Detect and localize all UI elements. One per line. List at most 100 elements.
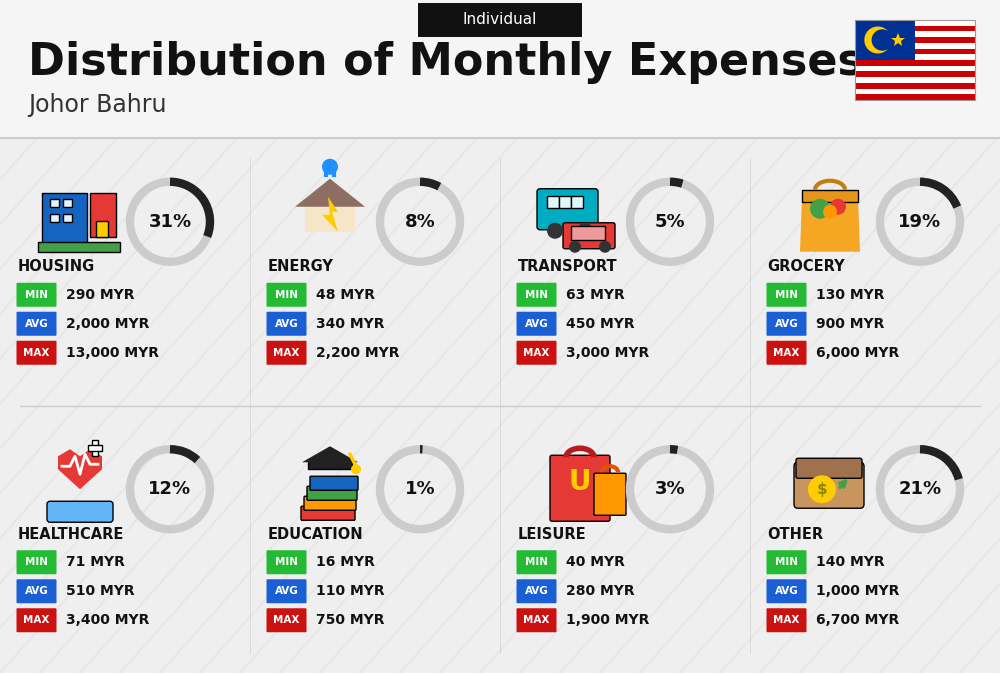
- Text: 1,900 MYR: 1,900 MYR: [566, 613, 649, 627]
- Circle shape: [577, 223, 593, 239]
- FancyBboxPatch shape: [307, 487, 357, 500]
- FancyBboxPatch shape: [855, 89, 975, 94]
- Text: AVG: AVG: [525, 586, 548, 596]
- FancyBboxPatch shape: [516, 551, 556, 574]
- Polygon shape: [800, 197, 860, 252]
- Text: 12%: 12%: [148, 481, 192, 498]
- Text: AVG: AVG: [775, 319, 798, 328]
- Text: MAX: MAX: [23, 348, 50, 358]
- FancyBboxPatch shape: [794, 462, 864, 508]
- Text: MIN: MIN: [525, 290, 548, 299]
- FancyBboxPatch shape: [855, 71, 975, 77]
- FancyBboxPatch shape: [47, 501, 113, 522]
- Text: 3,000 MYR: 3,000 MYR: [566, 346, 649, 360]
- Text: MAX: MAX: [273, 615, 300, 625]
- Circle shape: [810, 199, 830, 219]
- Text: 1%: 1%: [405, 481, 435, 498]
- Text: 21%: 21%: [898, 481, 942, 498]
- FancyBboxPatch shape: [855, 94, 975, 100]
- Polygon shape: [302, 446, 358, 462]
- Text: AVG: AVG: [525, 319, 548, 328]
- FancyBboxPatch shape: [767, 283, 806, 307]
- FancyBboxPatch shape: [855, 48, 975, 55]
- FancyBboxPatch shape: [537, 188, 598, 229]
- Polygon shape: [295, 179, 365, 207]
- FancyBboxPatch shape: [38, 242, 120, 252]
- Text: 750 MYR: 750 MYR: [316, 613, 384, 627]
- Text: AVG: AVG: [25, 586, 48, 596]
- Text: 3,400 MYR: 3,400 MYR: [66, 613, 149, 627]
- Text: $: $: [817, 482, 827, 497]
- Polygon shape: [295, 179, 365, 232]
- FancyBboxPatch shape: [559, 196, 571, 208]
- FancyBboxPatch shape: [0, 0, 1000, 138]
- FancyBboxPatch shape: [516, 608, 556, 632]
- FancyBboxPatch shape: [16, 341, 56, 365]
- FancyBboxPatch shape: [855, 77, 975, 83]
- Circle shape: [547, 223, 563, 239]
- FancyBboxPatch shape: [855, 83, 975, 89]
- Text: MIN: MIN: [25, 557, 48, 567]
- Circle shape: [322, 159, 338, 175]
- FancyBboxPatch shape: [266, 608, 306, 632]
- Text: 130 MYR: 130 MYR: [816, 288, 884, 302]
- Text: EDUCATION: EDUCATION: [268, 527, 363, 542]
- FancyBboxPatch shape: [767, 312, 806, 336]
- FancyBboxPatch shape: [767, 608, 806, 632]
- Text: TRANSPORT: TRANSPORT: [518, 259, 617, 275]
- Text: AVG: AVG: [275, 586, 298, 596]
- Text: MIN: MIN: [525, 557, 548, 567]
- Text: 2,200 MYR: 2,200 MYR: [316, 346, 399, 360]
- FancyBboxPatch shape: [855, 60, 975, 66]
- Text: 510 MYR: 510 MYR: [66, 584, 134, 598]
- Text: 48 MYR: 48 MYR: [316, 288, 374, 302]
- Text: AVG: AVG: [275, 319, 298, 328]
- Circle shape: [865, 27, 891, 52]
- FancyBboxPatch shape: [516, 283, 556, 307]
- FancyBboxPatch shape: [63, 214, 72, 221]
- Text: Individual: Individual: [463, 13, 537, 28]
- Text: MIN: MIN: [275, 290, 298, 299]
- Text: MIN: MIN: [775, 290, 798, 299]
- FancyBboxPatch shape: [42, 192, 87, 245]
- Text: MAX: MAX: [773, 348, 800, 358]
- Text: 340 MYR: 340 MYR: [316, 317, 384, 330]
- Text: MIN: MIN: [25, 290, 48, 299]
- FancyBboxPatch shape: [16, 551, 56, 574]
- FancyBboxPatch shape: [855, 20, 915, 60]
- Text: 140 MYR: 140 MYR: [816, 555, 884, 569]
- FancyBboxPatch shape: [301, 506, 355, 520]
- Text: 6,700 MYR: 6,700 MYR: [816, 613, 899, 627]
- Circle shape: [351, 464, 361, 474]
- Text: 450 MYR: 450 MYR: [566, 317, 634, 330]
- FancyBboxPatch shape: [88, 446, 102, 452]
- FancyBboxPatch shape: [50, 214, 59, 221]
- Text: MAX: MAX: [523, 348, 550, 358]
- Text: LEISURE: LEISURE: [518, 527, 586, 542]
- FancyBboxPatch shape: [855, 55, 975, 60]
- FancyBboxPatch shape: [516, 579, 556, 603]
- Text: 3%: 3%: [655, 481, 685, 498]
- Circle shape: [823, 205, 837, 219]
- FancyBboxPatch shape: [16, 608, 56, 632]
- Text: 19%: 19%: [898, 213, 942, 231]
- FancyBboxPatch shape: [516, 312, 556, 336]
- FancyBboxPatch shape: [266, 579, 306, 603]
- Text: 5%: 5%: [655, 213, 685, 231]
- FancyBboxPatch shape: [563, 223, 615, 249]
- FancyBboxPatch shape: [767, 579, 806, 603]
- Text: 13,000 MYR: 13,000 MYR: [66, 346, 158, 360]
- FancyBboxPatch shape: [802, 190, 858, 202]
- Circle shape: [569, 241, 581, 253]
- FancyBboxPatch shape: [16, 283, 56, 307]
- Text: MIN: MIN: [775, 557, 798, 567]
- Text: HOUSING: HOUSING: [18, 259, 95, 275]
- Text: 900 MYR: 900 MYR: [816, 317, 884, 330]
- FancyBboxPatch shape: [855, 43, 975, 48]
- Text: AVG: AVG: [775, 586, 798, 596]
- Text: GROCERY: GROCERY: [768, 259, 845, 275]
- FancyBboxPatch shape: [796, 458, 862, 479]
- Text: U: U: [569, 468, 591, 496]
- FancyBboxPatch shape: [310, 476, 358, 490]
- Text: MIN: MIN: [275, 557, 298, 567]
